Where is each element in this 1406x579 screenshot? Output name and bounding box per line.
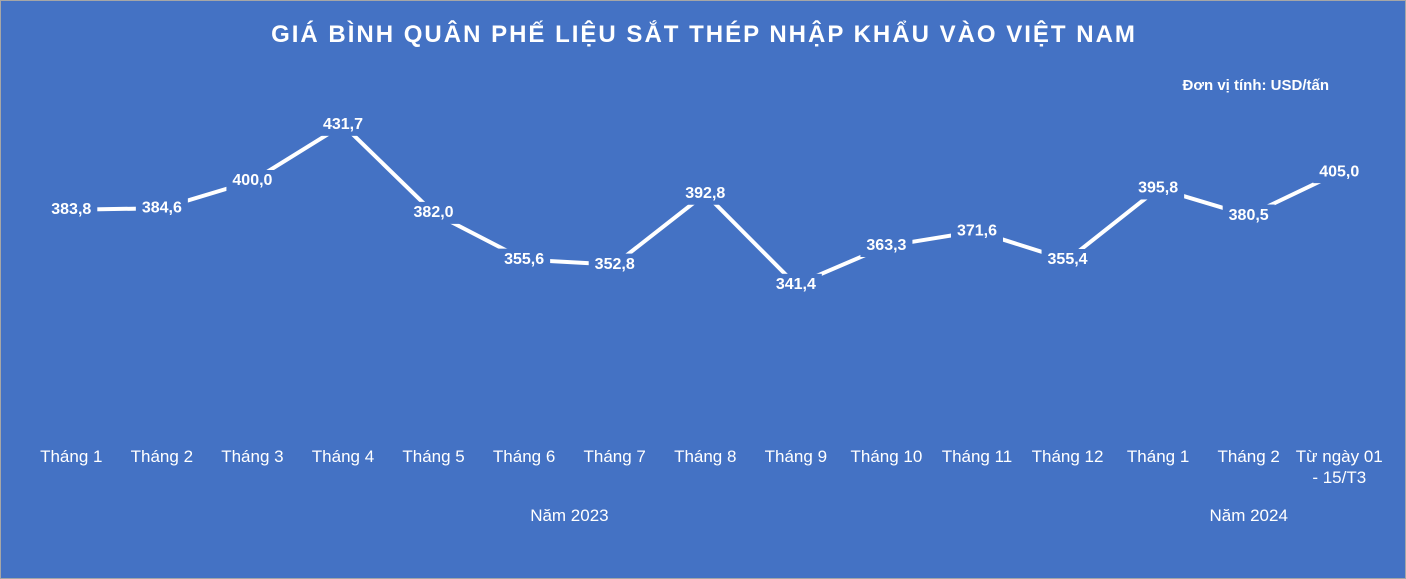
value-label: 355,6 [504,251,544,268]
value-label: 384,6 [142,199,182,216]
value-label: 400,0 [232,172,272,189]
label-bg [679,182,732,205]
x-tick-label: Tháng 3 [221,447,284,466]
chart-title: GIÁ BÌNH QUÂN PHẾ LIỆU SẮT THÉP NHẬP KHẨ… [271,21,1137,48]
label-bg [950,220,1003,243]
x-tick-label: Tháng 4 [311,447,375,466]
x-tick-label: Từ ngày 01 - 15/T3 [1295,447,1383,487]
x-tick-label: Tháng 10 [850,447,923,466]
x-tick-label: Tháng 6 [492,447,556,466]
label-bg [1313,161,1366,184]
label-bg [588,253,641,276]
x-tick-label: Tháng 5 [402,447,465,466]
label-bg [45,198,98,221]
value-label: 431,7 [323,116,363,133]
label-bg [1132,177,1185,200]
x-tick-label: Tháng 9 [764,447,828,466]
label-bg [226,170,279,192]
x-tick-label: Tháng 11 [941,447,1013,466]
group-label: Năm 2024 [1209,506,1288,525]
label-bg [498,248,551,271]
unit-note: Đơn vị tính: USD/tấn [1182,77,1330,94]
value-label: 405,0 [1319,163,1359,180]
x-tick-label: Tháng 8 [674,447,737,466]
value-label: 382,0 [414,204,454,221]
x-tick-label: Tháng 12 [1031,447,1104,466]
x-tick-label: Tháng 2 [130,447,194,466]
x-tick-label: Tháng 1 [1126,447,1190,466]
x-tick-label: Tháng 1 [40,447,103,466]
group-label: Năm 2023 [530,506,609,525]
value-label: 341,4 [776,276,816,293]
value-label: 363,3 [866,237,906,254]
value-label: 352,8 [595,256,635,273]
label-bg [1041,249,1094,272]
x-tick-label: Tháng 2 [1217,447,1280,466]
label-bg [135,197,188,220]
value-label: 392,8 [685,185,725,202]
label-bg [316,113,369,136]
value-label: 355,4 [1048,251,1088,268]
value-label: 371,6 [957,223,997,240]
value-label: 383,8 [51,201,91,218]
value-label: 380,5 [1229,207,1269,224]
label-bg [860,235,913,258]
label-bg [769,273,822,296]
label-bg [1222,204,1275,227]
x-tick-label: Tháng 7 [583,447,646,466]
value-label: 395,8 [1138,180,1178,197]
label-bg [407,201,460,224]
